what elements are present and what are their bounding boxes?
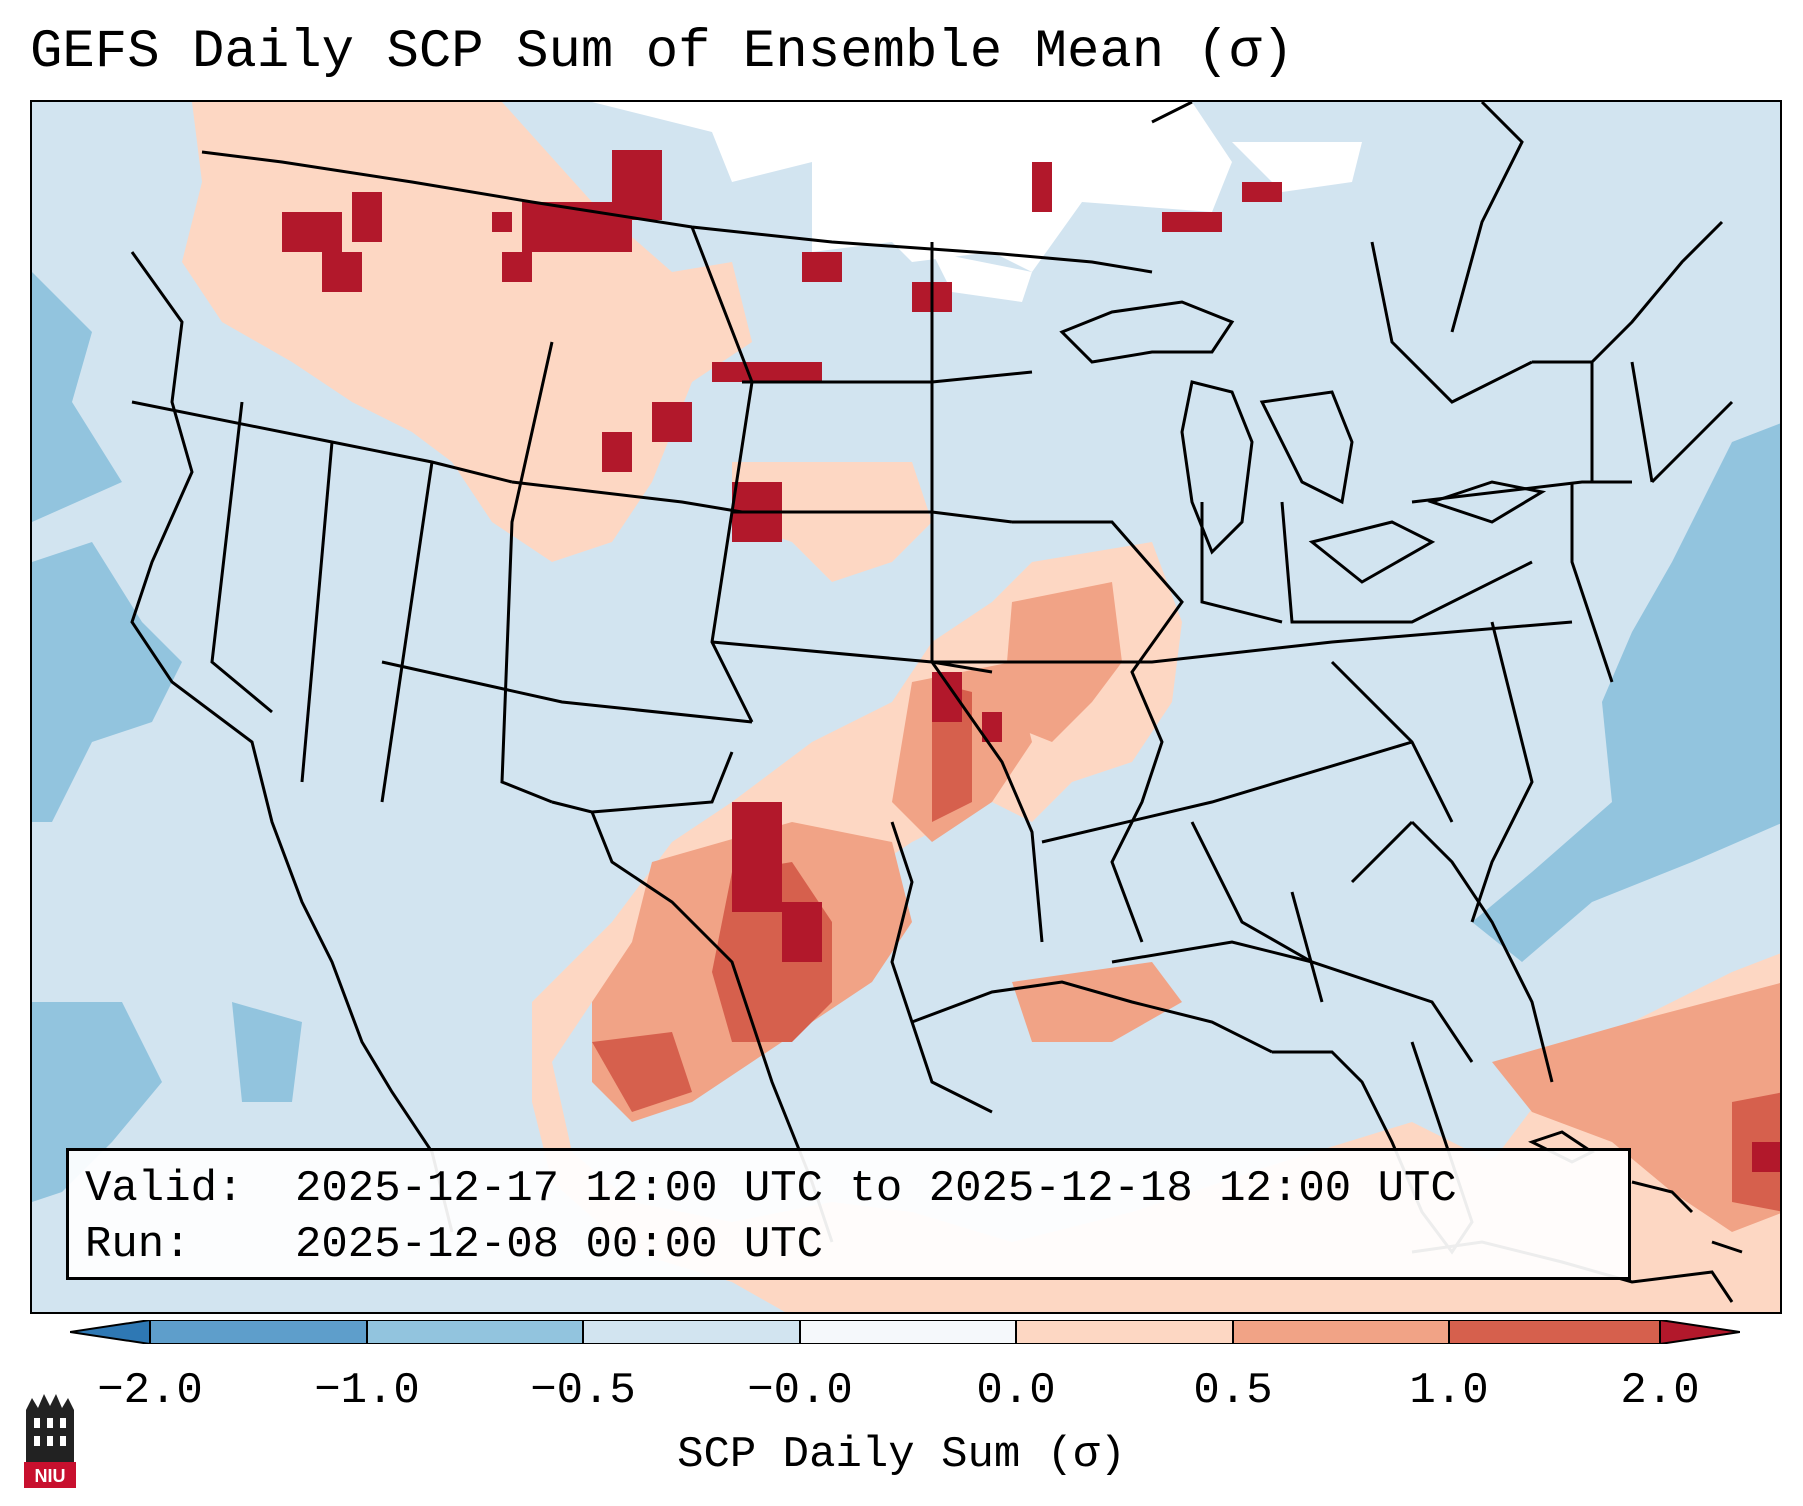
colorbar-label: SCP Daily Sum (σ) — [677, 1430, 1126, 1480]
colorbar-segment — [150, 1320, 367, 1344]
run-label: Run: — [85, 1220, 191, 1270]
colorbar-segment — [800, 1320, 1016, 1344]
valid-label: Valid: — [85, 1164, 244, 1214]
map-title: GEFS Daily SCP Sum of Ensemble Mean (σ) — [30, 22, 1294, 83]
niu-logo: NIU — [24, 1394, 76, 1488]
colorbar-tick-label: 0.0 — [976, 1366, 1056, 1416]
great-lakes — [1059, 300, 1547, 584]
colorbar-tick-label: −1.0 — [314, 1366, 420, 1416]
valid-run-info-box: Valid: 2025-12-17 12:00 UTC to 2025-12-18… — [66, 1148, 1631, 1280]
colorbar-segment — [1233, 1320, 1449, 1344]
colorbar-segment — [583, 1320, 800, 1344]
valid-value: 2025-12-17 12:00 UTC to 2025-12-18 12:00… — [295, 1164, 1457, 1214]
colorbar-extend-high — [1660, 1320, 1740, 1344]
map-canvas — [32, 102, 1780, 1312]
colorbar-tick-label: −2.0 — [97, 1366, 203, 1416]
boundaries — [130, 102, 1734, 1255]
colorbar-segment — [367, 1320, 583, 1344]
negative-anomaly-fields — [32, 272, 1780, 1202]
colorbar-tick-label: −0.0 — [747, 1366, 853, 1416]
colorbar-tick-label: 2.0 — [1620, 1366, 1700, 1416]
colorbar — [70, 1320, 1740, 1344]
colorbar-tick-label: −0.5 — [530, 1366, 636, 1416]
logo-text: NIU — [35, 1466, 66, 1486]
colorbar-tick-label: 0.5 — [1193, 1366, 1273, 1416]
colorbar-segment — [1449, 1320, 1660, 1344]
neutral-fields — [592, 102, 1362, 302]
colorbar-extend-low — [70, 1320, 150, 1344]
colorbar-tick-label: 1.0 — [1409, 1366, 1489, 1416]
colorbar-segment — [1016, 1320, 1233, 1344]
map-frame[interactable] — [30, 100, 1782, 1314]
run-value: 2025-12-08 00:00 UTC — [295, 1220, 824, 1270]
